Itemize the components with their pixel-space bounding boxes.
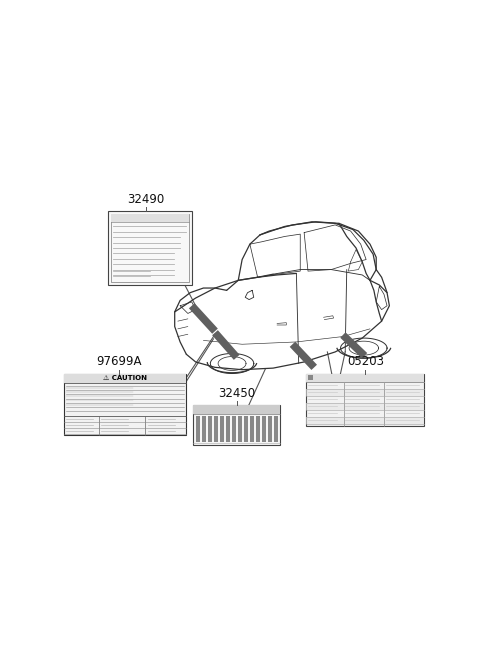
Bar <box>306 373 424 382</box>
Bar <box>111 214 189 282</box>
Bar <box>274 416 277 442</box>
Bar <box>208 416 212 442</box>
Bar <box>308 375 313 381</box>
Text: ⚠ CAUTION: ⚠ CAUTION <box>103 375 147 381</box>
Text: 32450: 32450 <box>218 386 255 400</box>
Bar <box>306 389 424 396</box>
Bar <box>232 416 236 442</box>
Text: 32490: 32490 <box>127 193 165 206</box>
Bar <box>250 416 254 442</box>
Bar <box>108 211 192 285</box>
Bar <box>306 417 424 424</box>
Bar <box>262 416 265 442</box>
Bar <box>64 373 186 383</box>
Bar <box>226 416 230 442</box>
Bar <box>196 416 200 442</box>
Bar <box>203 416 206 442</box>
Bar <box>306 403 424 409</box>
Bar <box>193 405 280 445</box>
Text: 05203: 05203 <box>347 355 384 368</box>
Bar <box>306 373 424 426</box>
Bar <box>64 373 186 435</box>
Bar <box>111 214 189 222</box>
Bar <box>238 416 242 442</box>
Bar <box>193 405 280 413</box>
Bar <box>220 416 224 442</box>
Text: 97699A: 97699A <box>96 355 142 368</box>
Bar <box>244 416 248 442</box>
Bar <box>214 416 218 442</box>
Bar <box>256 416 260 442</box>
Bar <box>268 416 272 442</box>
